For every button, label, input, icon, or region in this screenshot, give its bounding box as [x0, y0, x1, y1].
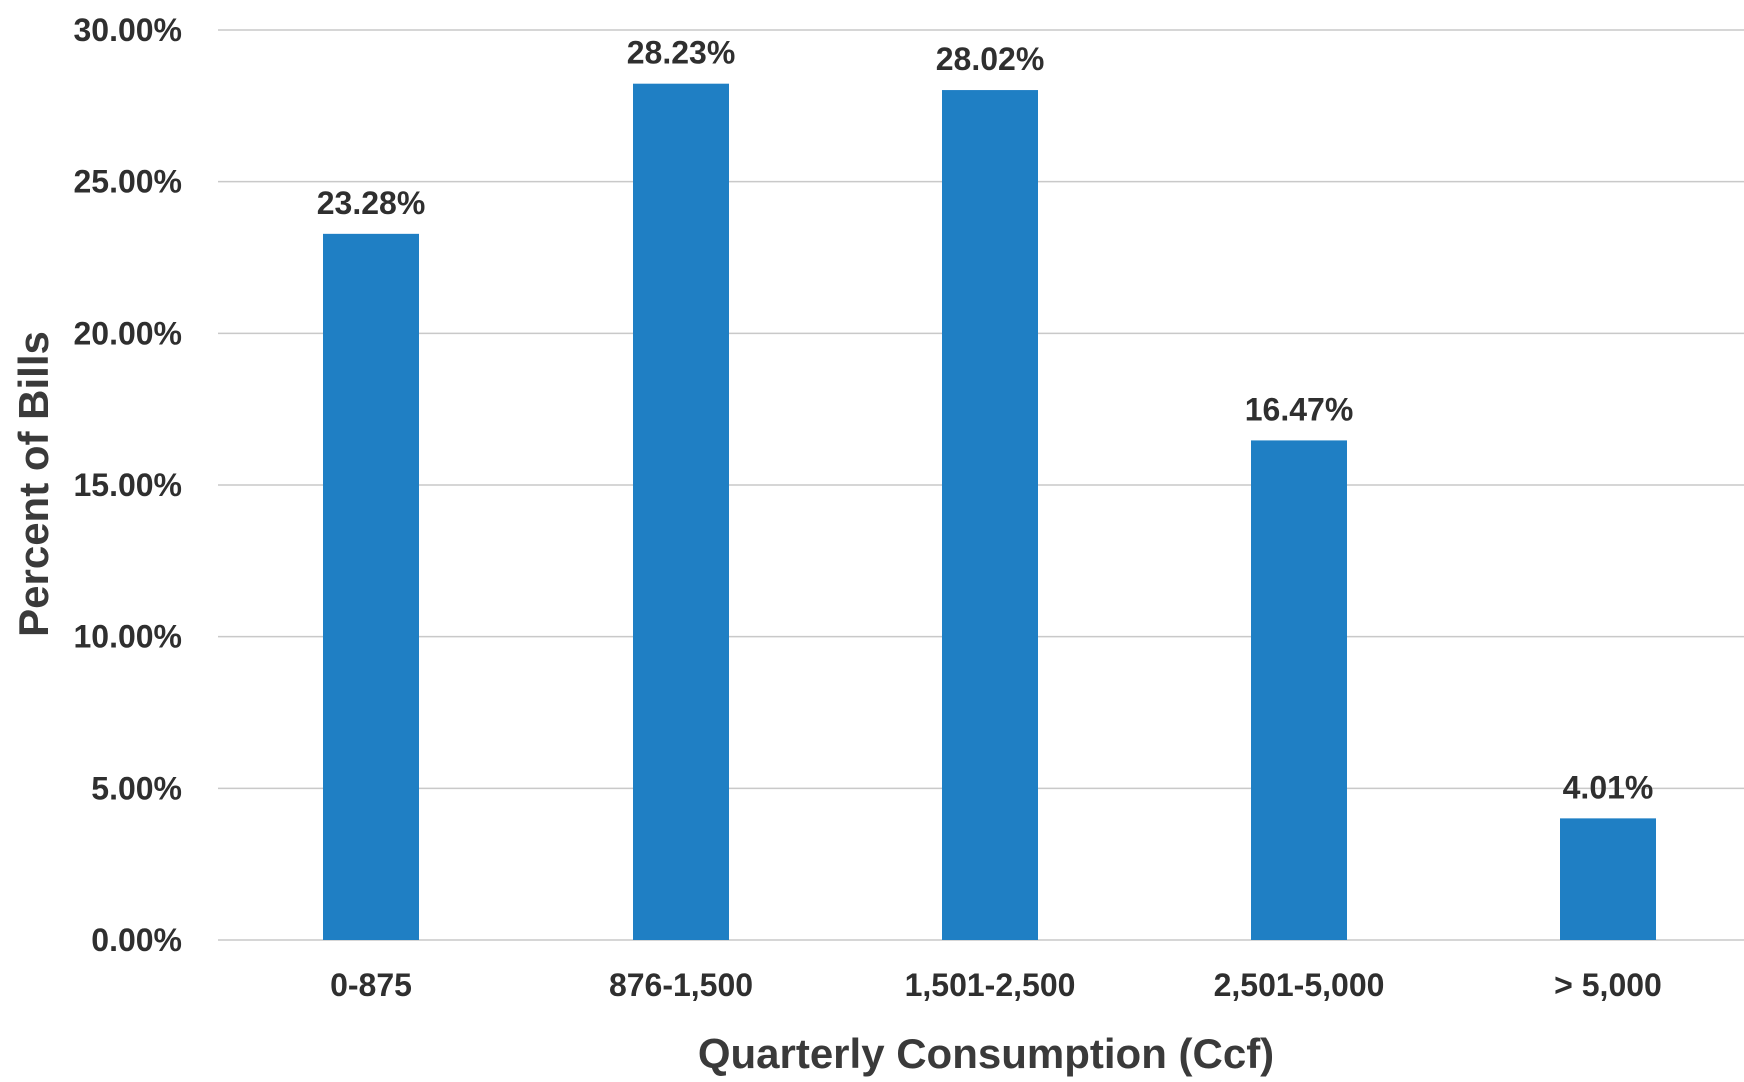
bar-3: [1251, 440, 1347, 940]
data-label-2: 28.02%: [936, 41, 1045, 77]
x-category-label-2: 1,501-2,500: [905, 967, 1076, 1003]
bar-0: [323, 233, 419, 941]
y-tick-label: 0.00%: [91, 922, 182, 958]
y-axis-title: Percent of Bills: [10, 331, 57, 637]
x-category-label-4: > 5,000: [1554, 967, 1662, 1003]
x-axis-title: Quarterly Consumption (Ccf): [698, 1030, 1274, 1077]
y-tick-label: 20.00%: [73, 315, 182, 351]
bar-1: [633, 83, 729, 940]
y-axis-ticks: 0.00% 5.00% 10.00% 15.00% 20.00% 25.00% 30.00%: [73, 12, 182, 958]
bar-4: [1560, 818, 1656, 940]
data-label-3: 16.47%: [1245, 391, 1354, 427]
x-category-label-0: 0-875: [330, 967, 412, 1003]
data-label-4: 4.01%: [1563, 769, 1654, 805]
x-category-label-3: 2,501-5,000: [1214, 967, 1385, 1003]
data-label-0: 23.28%: [317, 185, 426, 221]
y-tick-label: 10.00%: [73, 619, 182, 655]
y-tick-label: 30.00%: [73, 12, 182, 48]
bars: [323, 83, 1656, 941]
y-tick-label: 5.00%: [91, 770, 182, 806]
x-category-label-1: 876-1,500: [609, 967, 753, 1003]
data-label-1: 28.23%: [627, 35, 736, 71]
data-labels: 23.28% 28.23% 28.02% 16.47% 4.01%: [317, 35, 1654, 806]
bar-2: [942, 90, 1038, 940]
y-tick-label: 25.00%: [73, 164, 182, 200]
y-tick-label: 15.00%: [73, 467, 182, 503]
x-axis-categories: 0-875 876-1,500 1,501-2,500 2,501-5,000 > 5,…: [330, 967, 1662, 1003]
